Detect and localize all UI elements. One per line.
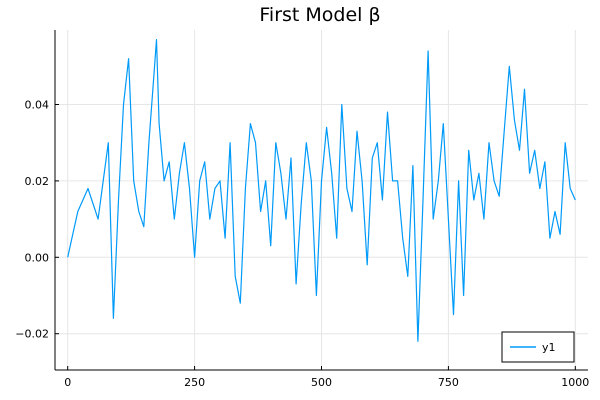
x-tick-label: 250 [184, 376, 205, 389]
x-tick-label: 500 [311, 376, 332, 389]
x-tick-label: 1000 [561, 376, 589, 389]
legend: y1 [501, 331, 575, 363]
legend-box [501, 331, 575, 363]
x-tick-label: 750 [438, 376, 459, 389]
y-tick-label: 0.00 [25, 251, 50, 264]
x-tick-label: 0 [64, 376, 71, 389]
chart-title: First Model β [259, 4, 380, 26]
legend-label: y1 [542, 341, 556, 354]
grid [55, 30, 588, 370]
y-tick-label: −0.02 [15, 328, 49, 341]
series-layer [67, 38, 576, 342]
tick-labels: 0 250 500 750 1000 −0.02 0.00 0.02 0.04 [15, 98, 589, 389]
y-tick-label: 0.04 [25, 98, 50, 111]
y-tick-label: 0.02 [25, 175, 50, 188]
series-line-y1 [67, 38, 576, 342]
